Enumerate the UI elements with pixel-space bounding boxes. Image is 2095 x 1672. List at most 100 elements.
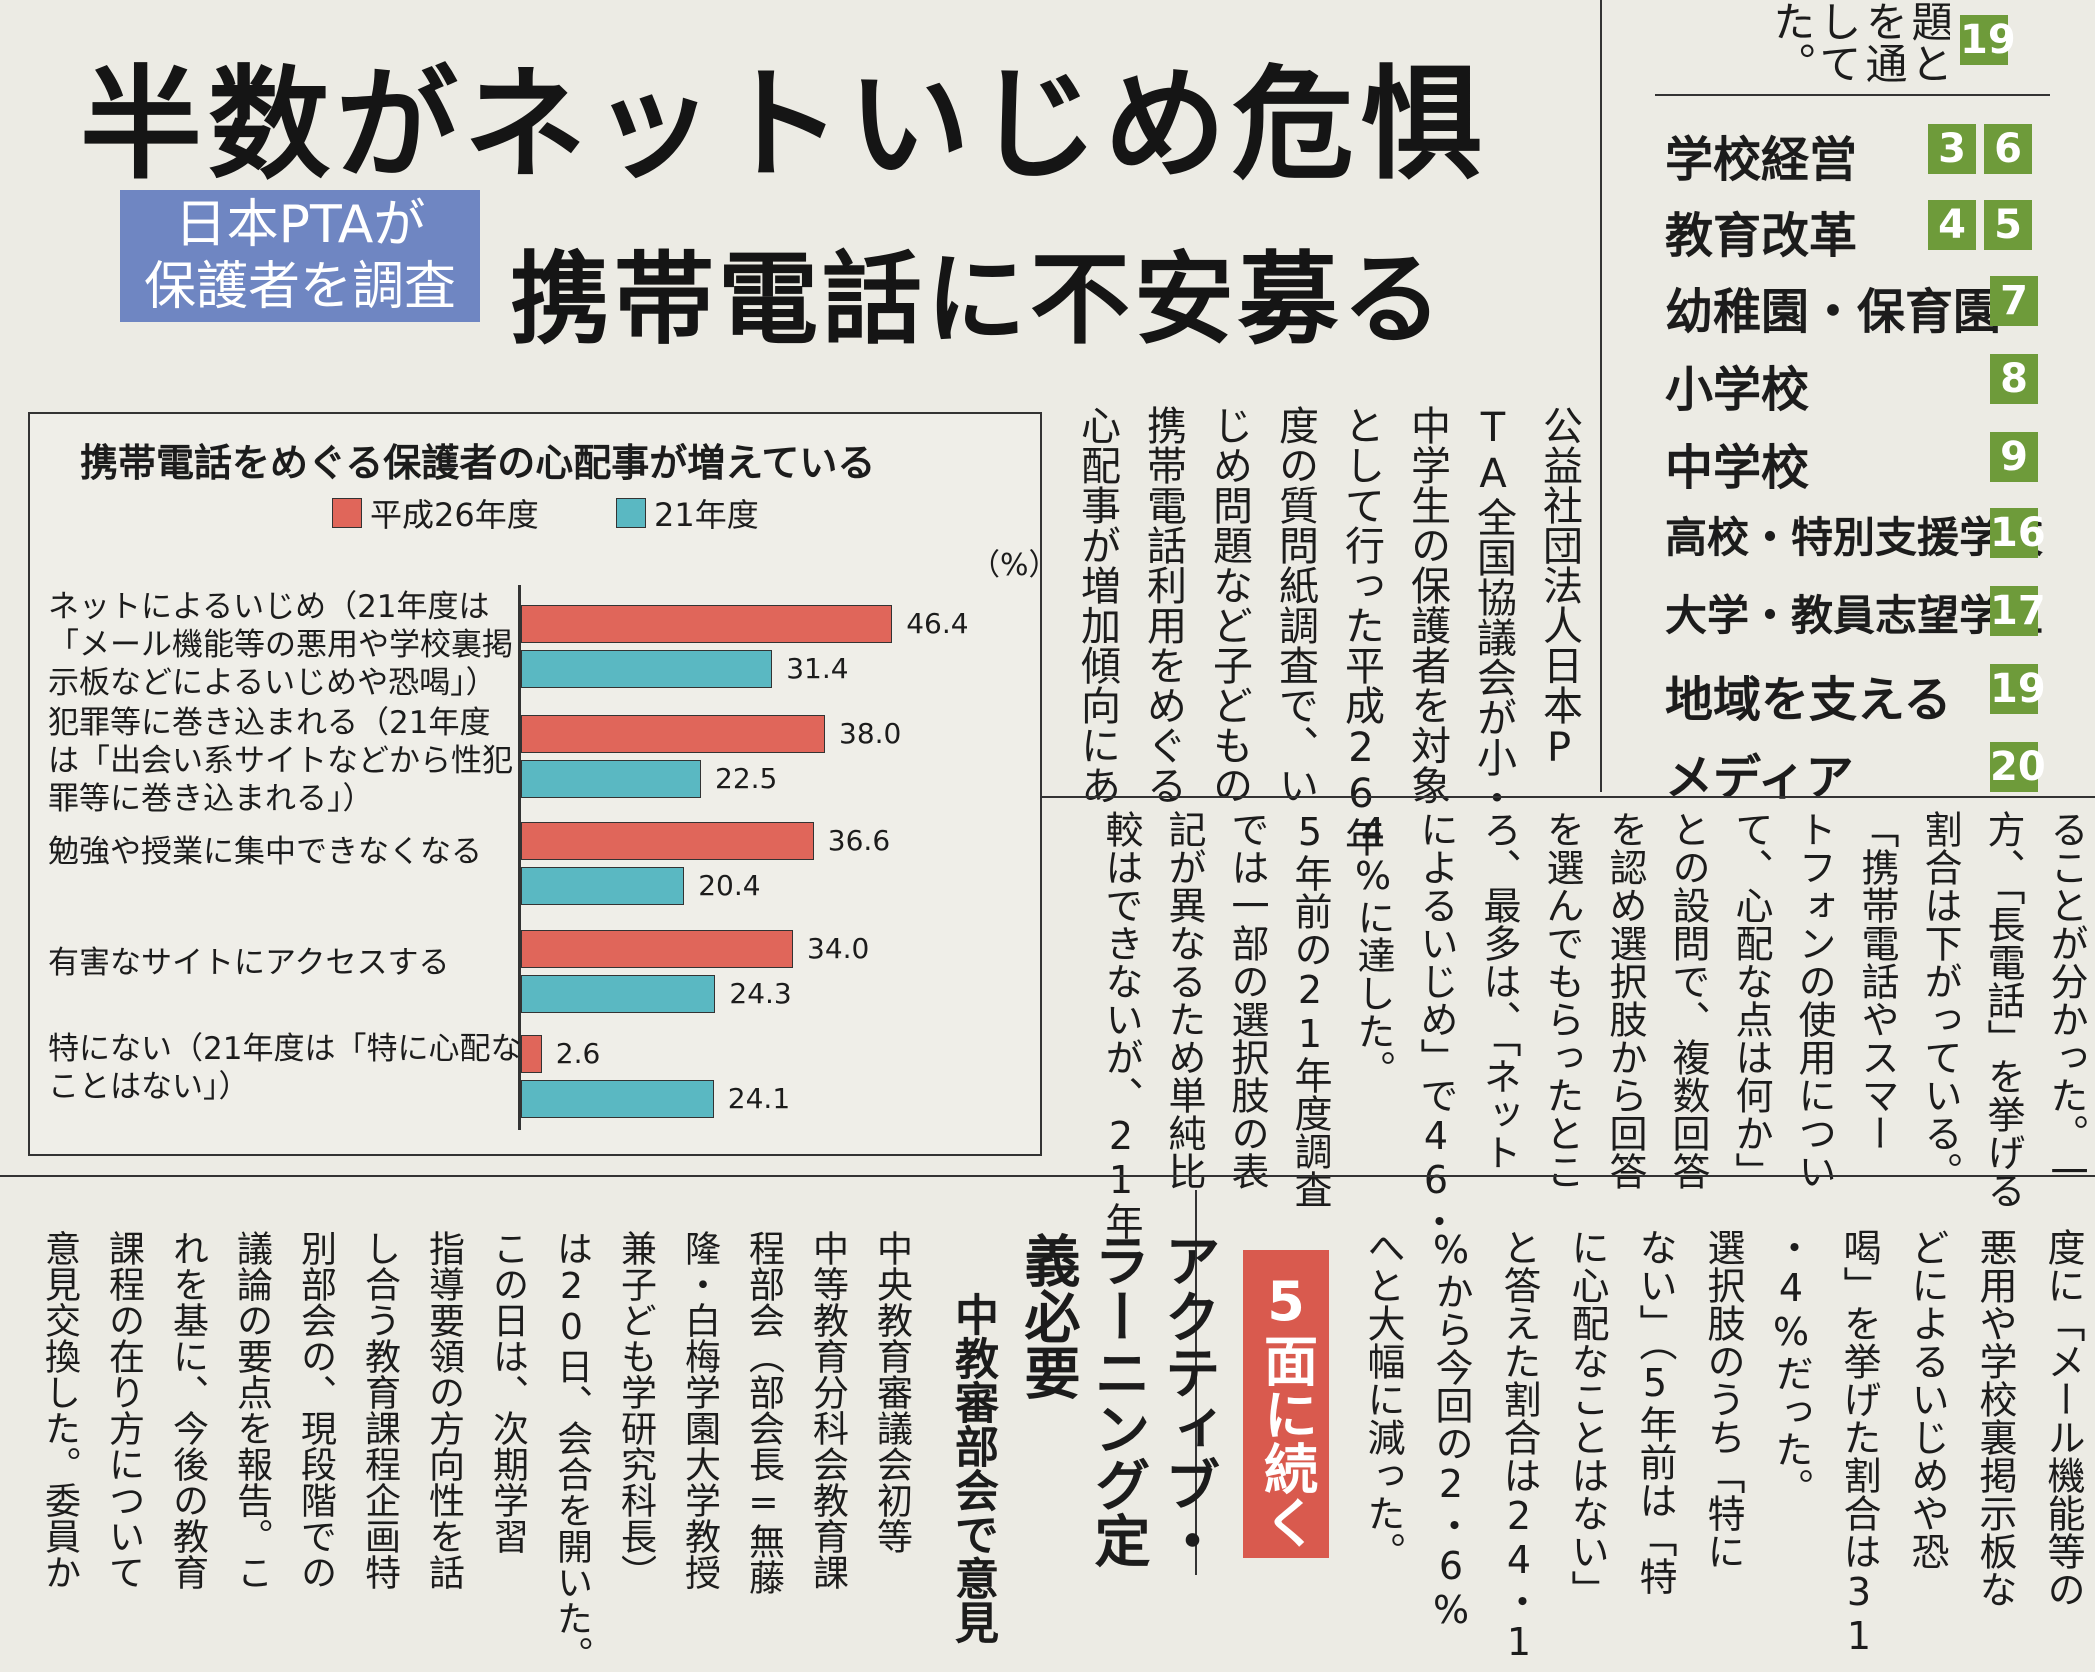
chart-unit: （%） <box>970 548 1059 583</box>
category-label: 有害なサイトにアクセスする <box>48 944 449 982</box>
text-column: 課程の在り方について <box>103 1230 144 1590</box>
category-label-line: 特にない（21年度は「特に心配な <box>48 1031 522 1067</box>
text-column: 携帯電話利用をめぐる <box>1140 405 1186 805</box>
index-item[interactable]: 学校経営 <box>1665 132 1858 188</box>
index-item[interactable]: 教育改革 <box>1665 208 1858 264</box>
category-label: 特にない（21年度は「特に心配な ことはない」） <box>48 1030 521 1106</box>
index-page-number: 20 <box>1990 742 2046 792</box>
data-label: 46.4 <box>906 607 969 640</box>
bar-h26 <box>521 605 893 643</box>
category-label-line: ネットによるいじめ（21年度は <box>48 589 490 625</box>
data-label: 34.0 <box>807 932 870 965</box>
text-column: TA全国協議会が小・ <box>1470 405 1516 817</box>
text-column: に心配なことはない」 <box>1565 1228 1609 1608</box>
index-item[interactable]: 大学・教員志望学生 <box>1665 591 2044 640</box>
index-fragment-col: た。 <box>1767 0 1816 84</box>
second-story-subtitle: 中教審部会で意見 <box>947 1292 998 1644</box>
article-lower: 度に「メール機能等の 悪用や学校裏掲示板な どによるいじめや恐 喝」を挙げた割合は31… <box>1340 1228 2092 1664</box>
text-column: 程部会（部会長=無藤 <box>743 1230 784 1595</box>
index-item[interactable]: 小学校 <box>1665 362 1810 418</box>
category-label-line: 罪等に巻き込まれる」） <box>48 781 374 817</box>
category-label: 犯罪等に巻き込まれる（21年度 は「出会い系サイトなどから性犯 罪等に巻き込まれる」… <box>48 704 513 818</box>
text-column: じめ問題など子どもの <box>1206 405 1252 805</box>
text-column: ・4%だった。 <box>1769 1228 1813 1506</box>
second-story-body: 中央教育審議会初等 中等教育分科会教育課 程部会（部会長=無藤 隆・白梅学園大学教授兼… <box>20 1230 920 1672</box>
text-column: によるいじめ」で46・ <box>1414 810 1458 1240</box>
chart-axis <box>518 585 521 1130</box>
badge-line-2: 保護者を調査 <box>143 257 456 317</box>
index-page-number: 17 <box>1990 586 2046 636</box>
headline: 半数がネットいじめ危惧 <box>80 54 1488 196</box>
index-page-number: 7 <box>1990 276 2038 326</box>
index-top-page: 19 <box>1960 15 2016 65</box>
index-item[interactable]: 地域を支える <box>1665 672 1952 728</box>
text-column: し合う教育課程企画特 <box>359 1230 400 1590</box>
text-column: へと大幅に減った。 <box>1361 1228 1405 1570</box>
text-column: 悪用や学校裏掲示板な <box>1973 1228 2017 1608</box>
data-label: 38.0 <box>839 717 902 750</box>
text-column: と答えた割合は24・1 <box>1497 1228 1541 1664</box>
bar-h26 <box>521 930 793 968</box>
index-fragment-col: して <box>1813 0 1862 84</box>
chart-title: 携帯電話をめぐる保護者の心配事が増えている <box>80 441 876 485</box>
bar-h26 <box>521 1035 542 1073</box>
bar-h21 <box>521 867 685 905</box>
text-column: 兼子ども学研究科長） <box>615 1230 656 1590</box>
category-label-line: ことはない」） <box>48 1069 250 1105</box>
text-column: 5年前の21年度調査 <box>1288 810 1332 1208</box>
text-column: 意見交換した。委員か <box>39 1230 80 1590</box>
text-column: どによるいじめや恐 <box>1905 1228 1949 1570</box>
subheadline: 携帯電話に不安募る <box>510 241 1446 358</box>
article-upper: 公益社団法人日本P TA全国協議会が小・ 中学生の保護者を対象 として行った平成26年… <box>1048 405 1588 857</box>
text-column: ない」（5年前は「特 <box>1633 1228 1677 1595</box>
text-column: 中央教育審議会初等 <box>871 1230 912 1554</box>
index-page-number: 4 <box>1928 200 1976 250</box>
index-fragment-col: 題と <box>1905 0 1950 84</box>
index-fragment-col: を通 <box>1859 0 1908 84</box>
category-label-line: 「メール機能等の悪用や学校裏掲 <box>48 627 513 663</box>
bar-h26 <box>521 822 814 860</box>
story-divider <box>0 1175 2095 1177</box>
text-column: 度の質問紙調査で、い <box>1272 405 1318 805</box>
bar-h21 <box>521 975 716 1013</box>
continued-badge[interactable]: 5面に続く <box>1243 1250 1329 1558</box>
text-column: れを基に、今後の教育 <box>167 1230 208 1590</box>
second-story-title: アクティブ・ラーニング定義必要 <box>1015 1232 1220 1568</box>
category-label-line: 勉強や授業に集中できなくなる <box>48 834 482 870</box>
data-label: 22.5 <box>715 762 778 795</box>
text-column: 方、「長電話」を挙げる <box>1981 810 2025 1209</box>
text-column: では一部の選択肢の表 <box>1225 810 1269 1190</box>
text-column: 議論の要点を報告。こ <box>231 1230 272 1590</box>
text-column: 中等教育分科会教育課 <box>807 1230 848 1590</box>
bar-h21 <box>521 1080 714 1118</box>
category-label-line: 犯罪等に巻き込まれる（21年度 <box>48 705 491 741</box>
category-label: 勉強や授業に集中できなくなる <box>48 833 482 871</box>
data-label: 24.1 <box>727 1082 791 1115</box>
text-column: 喝」を挙げた割合は31 <box>1837 1228 1881 1658</box>
index-page-number: 8 <box>1990 354 2038 404</box>
text-column: 隆・白梅学園大学教授 <box>679 1230 720 1590</box>
category-label-line: 有害なサイトにアクセスする <box>48 945 450 981</box>
index-page-number: 3 <box>1928 124 1976 174</box>
text-column: は20日、会合を開いた。 <box>551 1230 592 1672</box>
index-item[interactable]: 中学校 <box>1665 440 1810 496</box>
index-item[interactable]: 幼稚園・保育園 <box>1665 284 2002 340</box>
bar-h21 <box>521 650 773 688</box>
bar-h21 <box>521 760 701 798</box>
text-column: 4%に達した。 <box>1351 810 1395 1088</box>
index-item[interactable]: 高校・特別支援学校 <box>1665 513 2044 562</box>
text-column: 指導要領の方向性を話 <box>423 1230 464 1590</box>
article-mid-rule <box>1042 796 2095 798</box>
text-column: 度に「メール機能等の <box>2041 1228 2085 1608</box>
index-divider <box>1600 0 1602 792</box>
data-label: 2.6 <box>555 1037 601 1070</box>
index-page-number: 9 <box>1990 432 2038 482</box>
text-column: を選んでもらったとこ <box>1540 810 1584 1190</box>
index-page-number: 19 <box>1990 664 2046 714</box>
text-column: 公益社団法人日本P <box>1536 405 1582 771</box>
index-top-fragment: 題と を通 して た。 <box>1680 0 1950 84</box>
data-label: 31.4 <box>786 652 849 685</box>
text-column: ることが分かった。一 <box>2044 810 2088 1190</box>
article-mid: ることが分かった。一 方、「長電話」を挙げる 割合は下がっている。 「携帯電話やスマー… <box>1048 810 2093 1240</box>
text-column: 心配事が増加傾向にあ <box>1074 405 1120 805</box>
